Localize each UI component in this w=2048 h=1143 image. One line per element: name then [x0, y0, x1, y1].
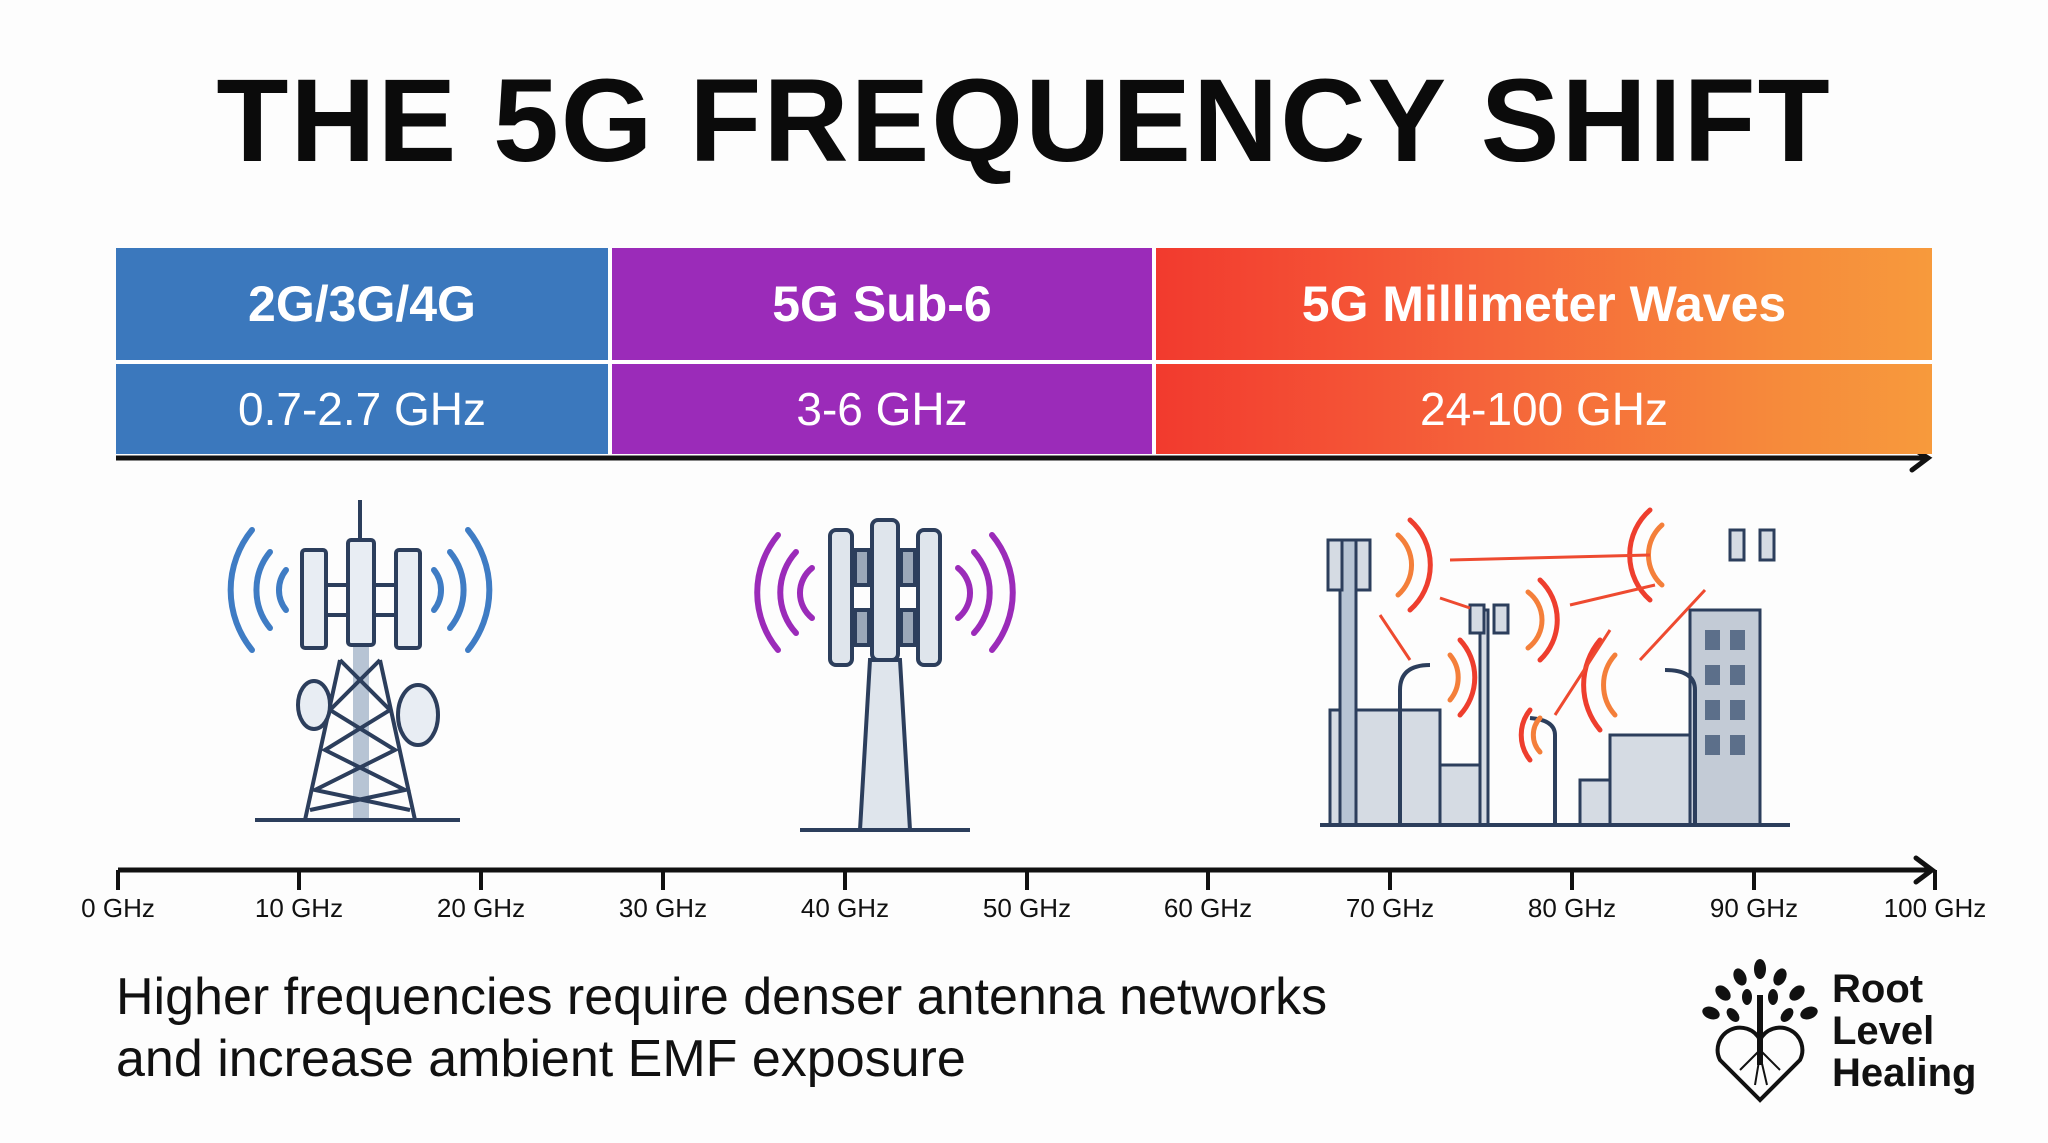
- axis-tick-label: 80 GHz: [1527, 893, 1617, 923]
- logo-line-1: Root: [1832, 967, 1924, 1011]
- axis-tick-label: 0 GHz: [81, 893, 155, 923]
- axis-tick-label: 40 GHz: [800, 893, 890, 923]
- dense-small-cell-city-network-icon: [1320, 507, 1790, 827]
- page-title: THE 5G FREQUENCY SHIFT: [216, 55, 1832, 187]
- lattice-cell-tower-icon: [227, 500, 493, 822]
- axis-tick-label: 10 GHz: [254, 893, 344, 923]
- caption: Higher frequencies require denser antenn…: [116, 966, 1327, 1090]
- axis-tick-label: 50 GHz: [982, 893, 1072, 923]
- band-5g-sub6: 5G Sub-6 3-6 GHz: [612, 248, 1156, 454]
- band-range: 0.7-2.7 GHz: [238, 383, 486, 435]
- axis-tick-label: 100 GHz: [1883, 893, 1987, 923]
- tree-heart-roots-icon: [1702, 959, 1818, 1103]
- axis-tick-label: 20 GHz: [436, 893, 526, 923]
- frequency-bands: 2G/3G/4G 0.7-2.7 GHz 5G Sub-6 3-6 GHz 5G…: [116, 248, 1932, 454]
- band-2g-3g-4g: 2G/3G/4G 0.7-2.7 GHz: [116, 248, 612, 454]
- band-arrow-icon: [116, 454, 1933, 473]
- band-name: 2G/3G/4G: [116, 248, 608, 364]
- band-name: 5G Sub-6: [612, 248, 1152, 364]
- brand-logo-text: Root Level Healing: [1832, 968, 1976, 1094]
- caption-line-2: and increase ambient EMF exposure: [116, 1030, 966, 1088]
- band-range: 3-6 GHz: [796, 383, 968, 435]
- band-5g-mmwave: 5G Millimeter Waves 24-100 GHz: [1156, 248, 1932, 454]
- band-range: 24-100 GHz: [1419, 383, 1668, 435]
- caption-line-1: Higher frequencies require denser antenn…: [116, 968, 1328, 1026]
- monopole-cell-tower-icon: [754, 518, 1016, 832]
- band-name: 5G Millimeter Waves: [1156, 248, 1932, 364]
- axis-tick-label: 30 GHz: [618, 893, 708, 923]
- logo-line-3: Healing: [1832, 1051, 1977, 1095]
- logo-line-2: Level: [1832, 1009, 1935, 1053]
- axis-tick-label: 60 GHz: [1163, 893, 1253, 923]
- axis-tick-label: 90 GHz: [1709, 893, 1799, 923]
- frequency-axis: [116, 855, 1937, 890]
- axis-tick-label: 70 GHz: [1345, 893, 1435, 923]
